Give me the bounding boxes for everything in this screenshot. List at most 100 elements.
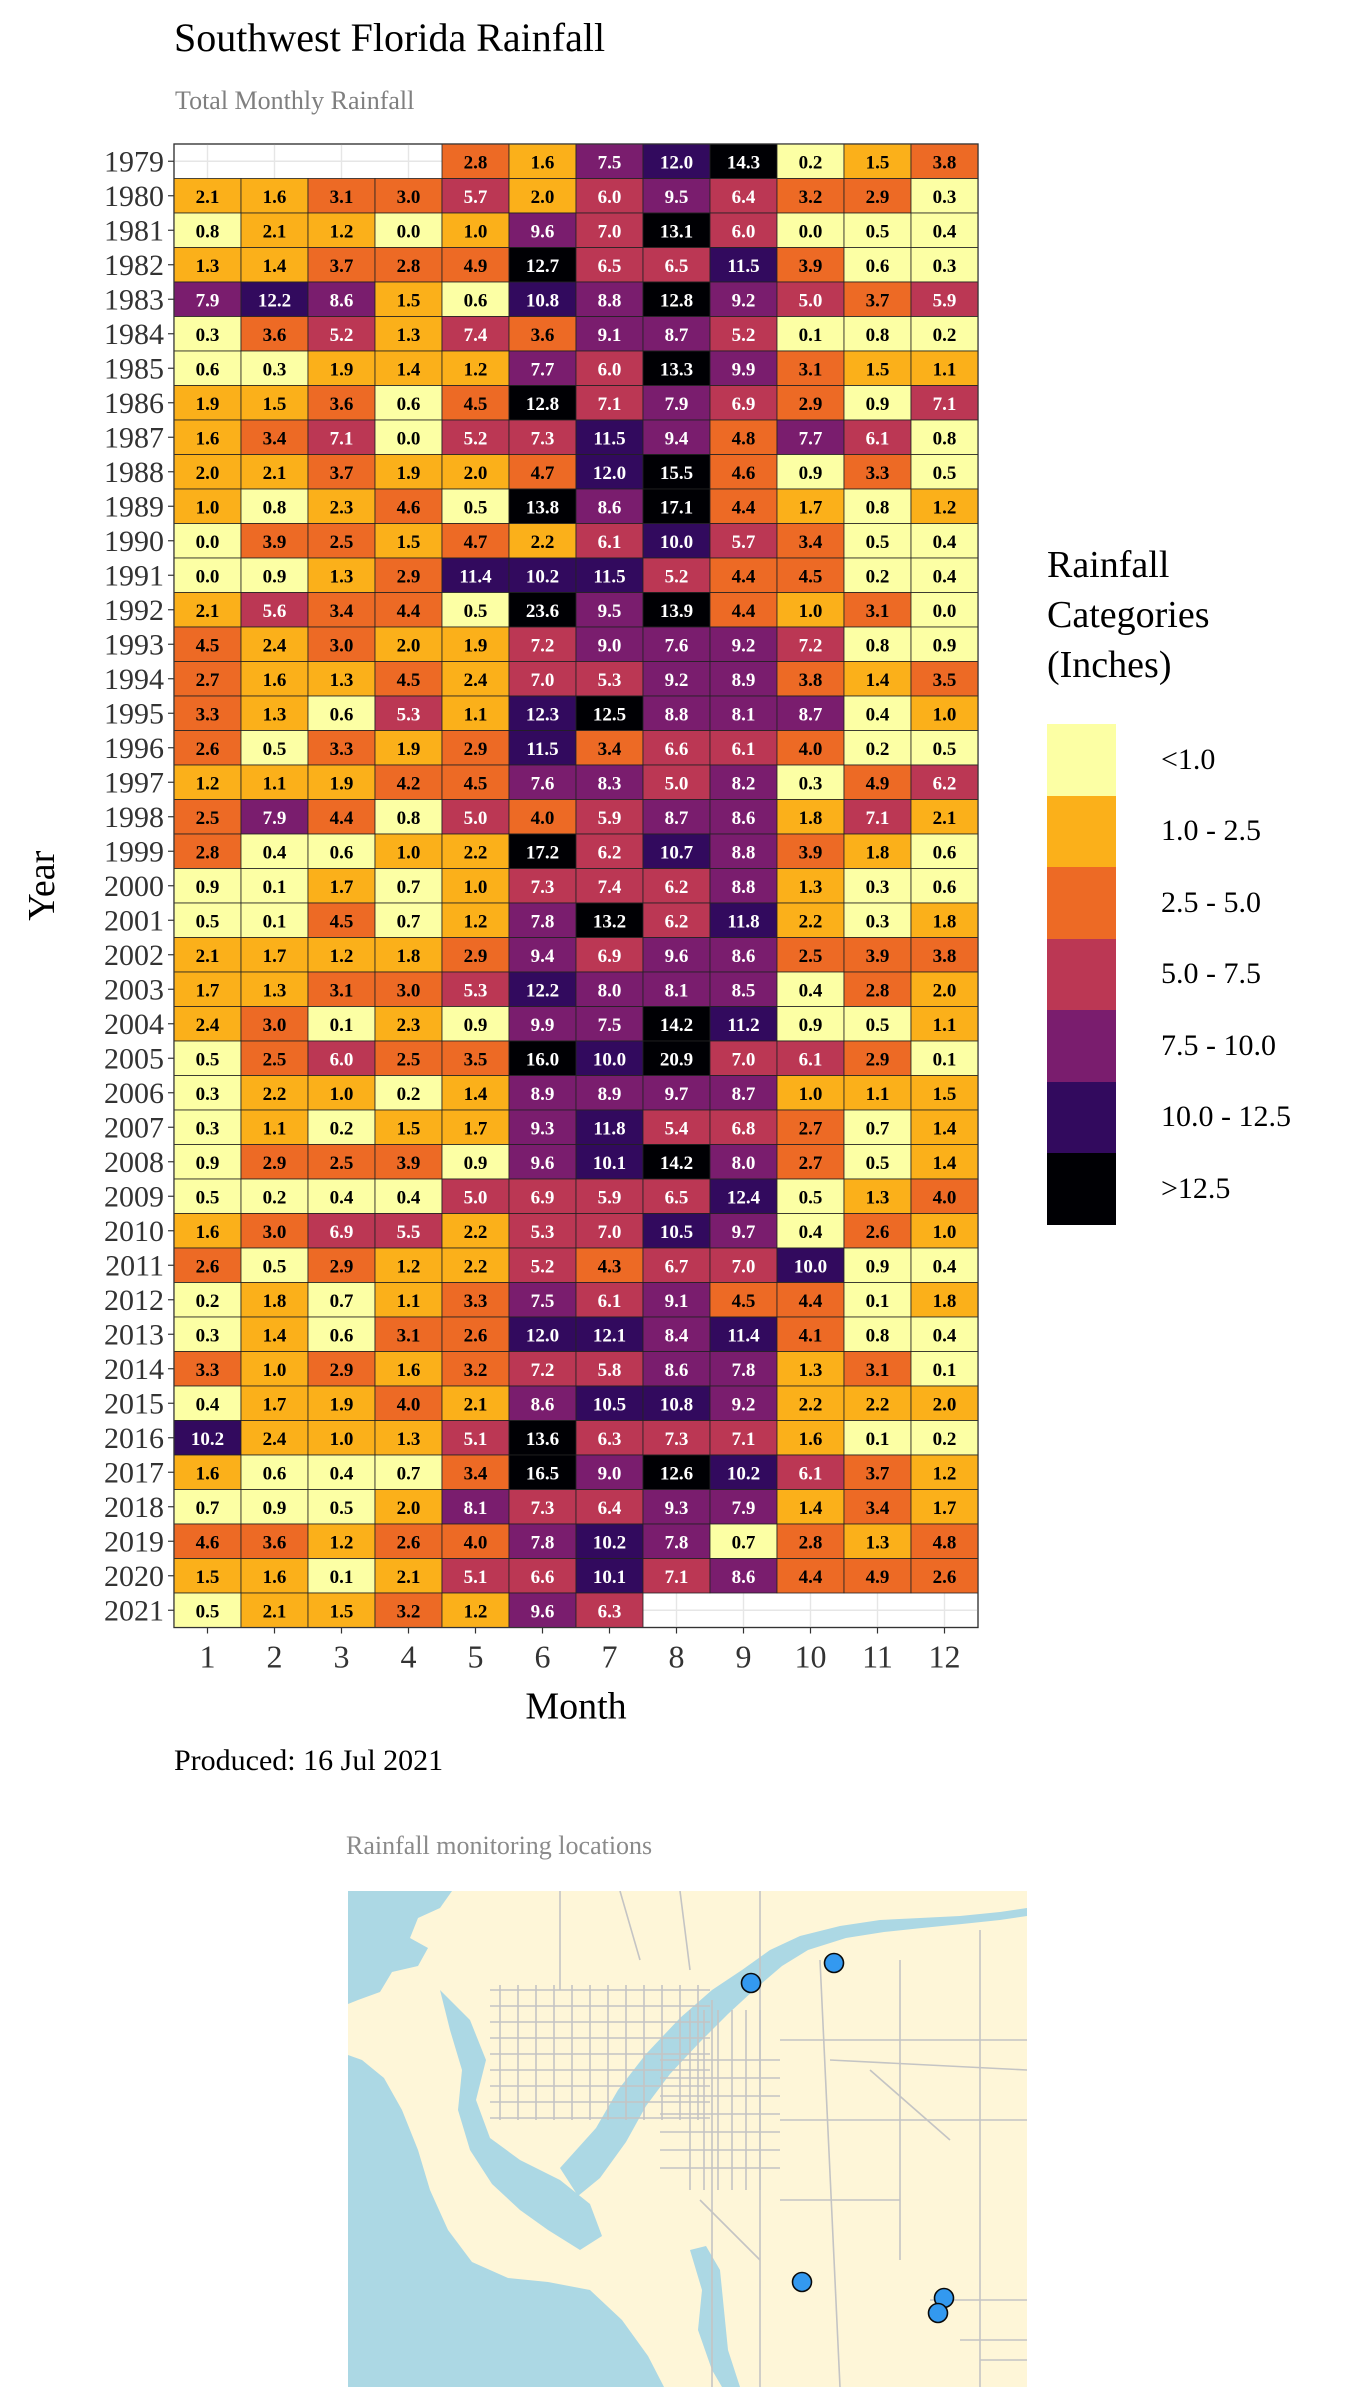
y-tick-label: 1990 <box>104 525 164 558</box>
legend-swatch <box>1047 795 1116 867</box>
cell-value-label: 6.6 <box>665 739 689 760</box>
cell-value-label: 12.7 <box>526 256 560 277</box>
heatmap-cell <box>642 454 711 490</box>
heatmap-cell <box>709 488 778 524</box>
map-land <box>348 1891 1027 2387</box>
cell-value-label: 2.9 <box>263 1153 287 1174</box>
heatmap-cell <box>642 1316 711 1352</box>
cell-value-label: 14.2 <box>660 1153 693 1174</box>
heatmap-cell <box>240 833 309 869</box>
cell-value-label: 1.7 <box>464 1118 488 1139</box>
cell-value-label: 3.4 <box>866 1498 890 1519</box>
heatmap-cell <box>307 1316 376 1352</box>
cell-value-label: 1.4 <box>799 1498 823 1519</box>
heatmap-cell <box>910 661 979 697</box>
heatmap-cell <box>441 488 510 524</box>
heatmap-cell <box>307 212 376 248</box>
cell-value-label: 12.2 <box>258 290 291 311</box>
legend-label: 7.5 - 10.0 <box>1161 1028 1276 1062</box>
cell-value-label: 2.1 <box>263 1601 287 1622</box>
cell-value-label: 9.6 <box>531 221 555 242</box>
cell-value-label: 12.2 <box>526 980 559 1001</box>
heatmap-cell <box>374 592 443 628</box>
cell-value-label: 6.2 <box>665 877 689 898</box>
heatmap-cell <box>441 626 510 662</box>
heatmap-cell <box>240 1316 309 1352</box>
cell-value-label: 2.8 <box>397 256 421 277</box>
heatmap-cell <box>374 385 443 421</box>
cell-value-label: 5.0 <box>464 1187 488 1208</box>
cell-value-label: 2.0 <box>464 463 488 484</box>
heatmap-cell <box>441 592 510 628</box>
cell-value-label: 2.2 <box>866 1394 890 1415</box>
cell-value-label: 6.0 <box>598 187 622 208</box>
y-tick-label: 1985 <box>104 352 164 385</box>
heatmap-cell <box>240 557 309 593</box>
heatmap-cell <box>508 523 577 559</box>
legend-label: 10.0 - 12.5 <box>1161 1100 1291 1134</box>
cell-value-label: 7.3 <box>531 877 555 898</box>
cell-value-label: 13.3 <box>660 359 693 380</box>
cell-value-label: 12.8 <box>660 290 693 311</box>
heatmap-cell <box>240 488 309 524</box>
legend-swatch <box>1047 1010 1116 1082</box>
cell-value-label: 6.2 <box>665 911 689 932</box>
cell-value-label: 7.0 <box>732 1049 756 1070</box>
cell-value-label: 10.2 <box>593 1532 626 1553</box>
heatmap-cell <box>240 419 309 455</box>
heatmap-cell <box>441 316 510 352</box>
cell-value-label: 6.0 <box>598 359 622 380</box>
cell-value-label: 3.8 <box>933 152 957 173</box>
cell-value-label: 6.4 <box>598 1498 622 1519</box>
heatmap-cell <box>441 1420 510 1456</box>
heatmap-cell <box>776 1282 845 1318</box>
cell-value-label: 10.8 <box>660 1394 693 1415</box>
heatmap-cell <box>843 1558 912 1594</box>
cell-value-label: 10.5 <box>593 1394 626 1415</box>
cell-value-label: 1.2 <box>330 1532 354 1553</box>
heatmap-cell <box>508 1316 577 1352</box>
cell-value-label: 0.1 <box>263 911 287 932</box>
cell-value-label: 12.5 <box>593 704 626 725</box>
cell-value-label: 0.2 <box>933 1429 957 1450</box>
heatmap-cell <box>709 1523 778 1559</box>
cell-value-label: 12.0 <box>593 463 626 484</box>
cell-value-label: 2.8 <box>799 1532 823 1553</box>
y-tick-label: 1999 <box>104 835 164 868</box>
y-tick-label: 2004 <box>104 1008 164 1041</box>
cell-value-label: 0.5 <box>263 1256 287 1277</box>
heatmap-cell <box>843 1075 912 1111</box>
cell-value-label: 7.1 <box>598 394 622 415</box>
heatmap-cell <box>374 350 443 386</box>
cell-value-label: 7.6 <box>531 773 555 794</box>
cell-value-label: 5.1 <box>464 1429 488 1450</box>
heatmap-cell <box>776 730 845 766</box>
y-tick-label: 1996 <box>104 732 164 765</box>
heatmap-cell <box>843 971 912 1007</box>
cell-value-label: 6.1 <box>598 532 622 553</box>
cell-value-label: 1.4 <box>397 359 421 380</box>
heatmap-cell <box>508 626 577 662</box>
heatmap-cell <box>709 695 778 731</box>
legend-title-line: Rainfall <box>1047 544 1170 586</box>
cell-value-label: 1.3 <box>866 1187 890 1208</box>
cell-value-label: 0.2 <box>397 1084 421 1105</box>
station-marker <box>933 2287 955 2309</box>
heatmap-cell <box>575 178 644 214</box>
heatmap-cell <box>642 385 711 421</box>
cell-value-label: 7.5 <box>531 1291 555 1312</box>
cell-value-label: 0.3 <box>196 1084 220 1105</box>
heatmap-cell <box>374 1040 443 1076</box>
x-tick-label: 8 <box>669 1639 685 1675</box>
cell-value-label: 7.1 <box>732 1429 756 1450</box>
heatmap-cell <box>575 1385 644 1421</box>
cell-value-label: 4.4 <box>330 808 354 829</box>
heatmap-cell <box>441 557 510 593</box>
heatmap-cell <box>374 764 443 800</box>
heatmap-cell <box>843 592 912 628</box>
cell-value-label: 1.0 <box>196 497 220 518</box>
cell-value-label: 3.7 <box>330 463 354 484</box>
heatmap-cell <box>441 1040 510 1076</box>
cell-value-label: 0.4 <box>397 1187 421 1208</box>
heatmap-cell <box>508 661 577 697</box>
